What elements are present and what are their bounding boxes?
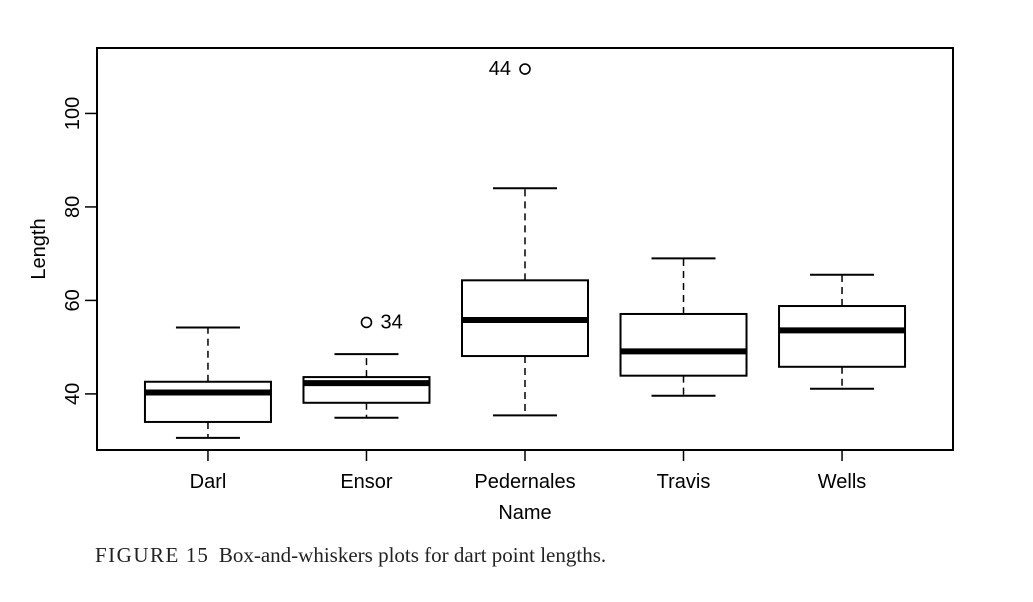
outlier-label: 44 xyxy=(489,58,511,80)
figure-caption-text: Box-and-whiskers plots for dart point le… xyxy=(218,543,607,567)
iqr-box xyxy=(143,380,272,423)
iqr-box xyxy=(619,312,748,377)
box-wells xyxy=(778,273,907,390)
outlier-label: 34 xyxy=(380,311,402,333)
outlier-point xyxy=(360,316,373,329)
x-axis-label: Name xyxy=(498,502,551,524)
y-axis: 40 60 80 100 xyxy=(62,97,97,405)
figure-label: FIGURE xyxy=(95,543,180,567)
y-tick-label: 80 xyxy=(62,196,84,218)
figure-number: 15 xyxy=(185,543,209,567)
figure-caption: FIGURE 15 Box-and-whiskers plots for dart … xyxy=(95,543,606,568)
x-tick-label: Darl xyxy=(190,471,227,493)
x-tick-label: Pedernales xyxy=(474,471,575,493)
y-tick-label: 100 xyxy=(62,97,84,130)
x-tick-label: Travis xyxy=(657,471,711,493)
box-series: 34 44 xyxy=(143,58,907,439)
box-pedernales: 44 xyxy=(461,58,589,417)
outlier-point xyxy=(519,63,531,75)
y-tick-label: 40 xyxy=(62,383,84,405)
y-axis-label: Length xyxy=(28,218,50,279)
y-tick-label: 60 xyxy=(62,289,84,311)
box-ensor: 34 xyxy=(302,311,431,419)
x-tick-label: Ensor xyxy=(340,471,393,493)
iqr-box xyxy=(778,305,907,368)
x-axis: Darl Ensor Pedernales Travis Wells xyxy=(190,450,867,493)
x-tick-label: Wells xyxy=(818,471,867,493)
box-darl xyxy=(143,326,272,439)
box-travis xyxy=(619,257,748,397)
